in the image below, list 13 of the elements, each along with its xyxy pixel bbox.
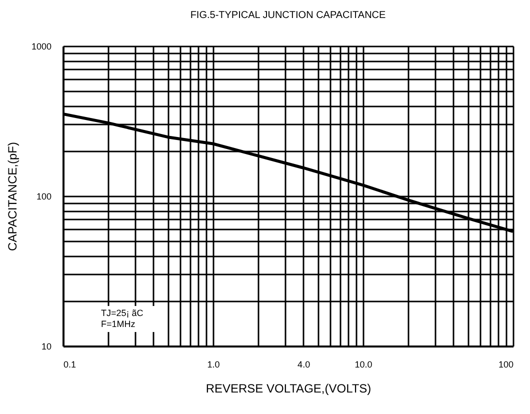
x-tick-label: 0.1 [64,360,76,370]
y-tick-label: 1000 [31,42,52,52]
x-tick-label: 1.0 [207,360,220,370]
y-tick-label: 10 [41,342,52,352]
x-tick-label: 10.0 [354,360,372,370]
annotation: TJ=25¡ ãC [101,308,144,318]
x-tick-label: 4.0 [298,360,310,370]
x-axis-title: REVERSE VOLTAGE,(VOLTS) [206,382,372,396]
annotation: F=1MHz [101,319,136,329]
chart-title: FIG.5-TYPICAL JUNCTION CAPACITANCE [190,10,386,21]
y-axis-title: CAPACITANCE,(pF) [5,142,20,251]
y-tick-label: 100 [36,192,52,202]
x-tick-label: 100 [498,360,514,370]
